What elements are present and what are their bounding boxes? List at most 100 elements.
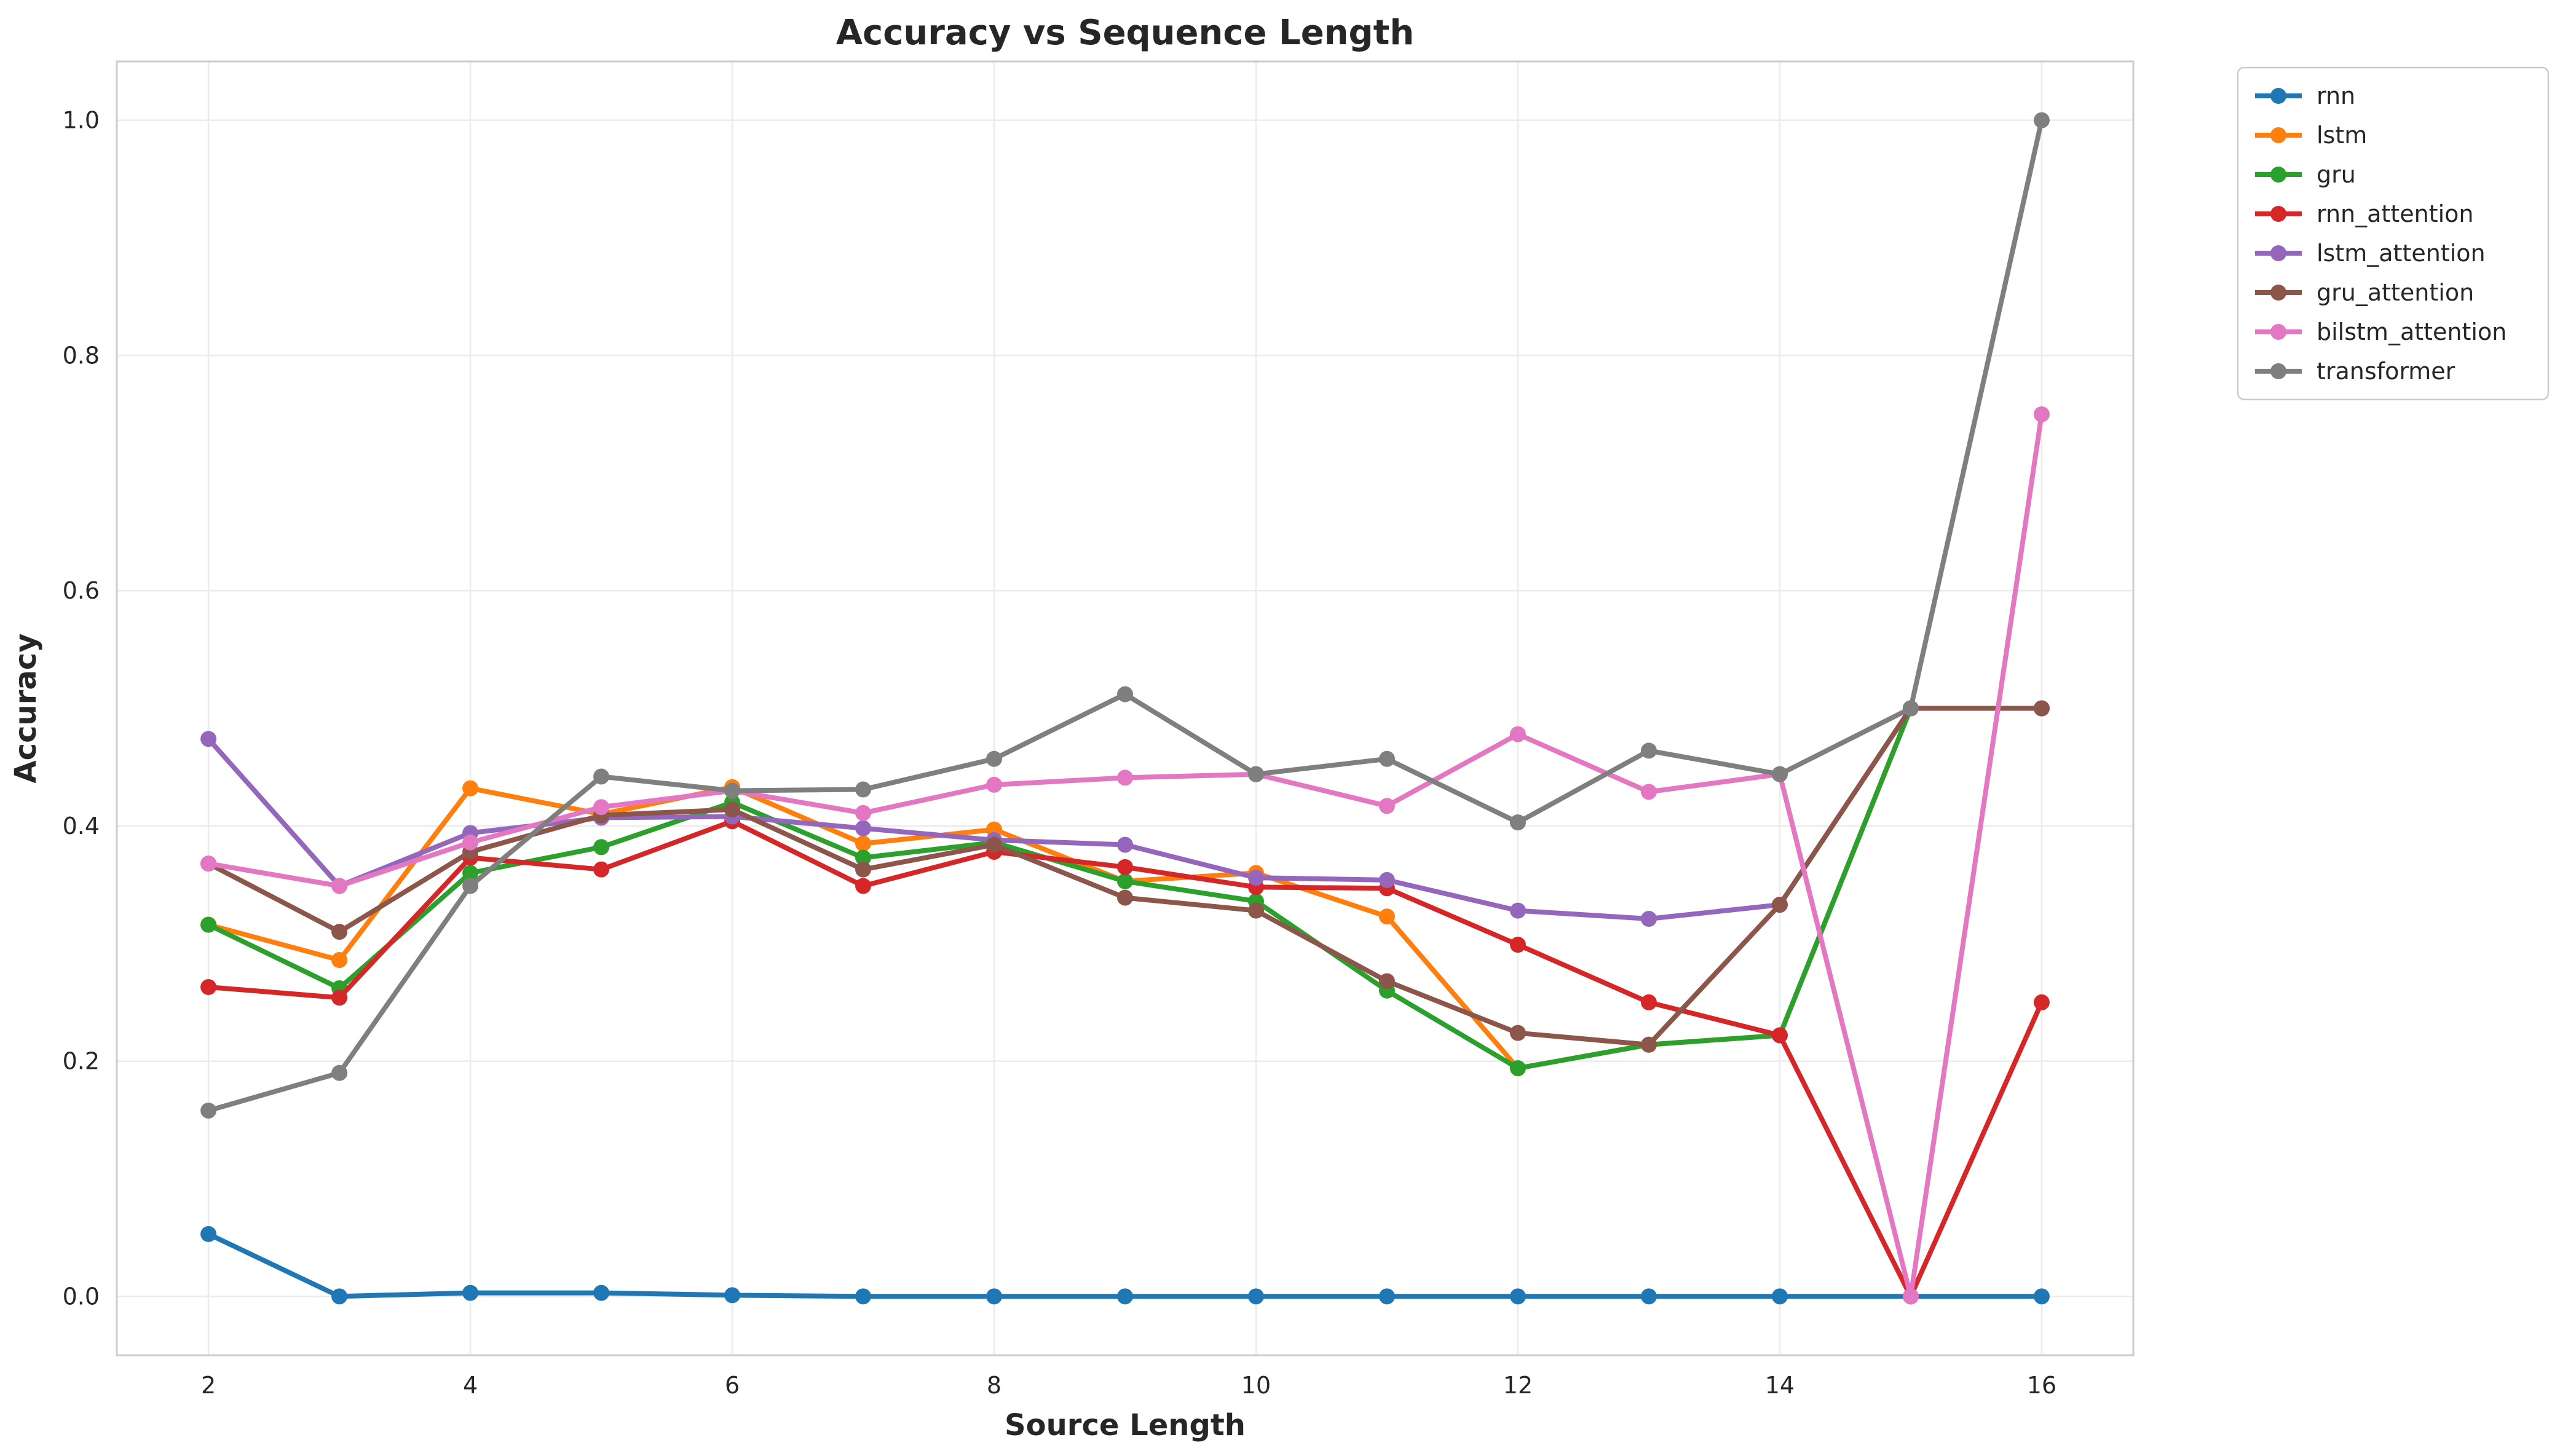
legend-box: [2237, 66, 2550, 401]
data-point-transformer: [1902, 700, 1919, 717]
data-point-rnn: [724, 1287, 741, 1304]
legend-label: gru: [2317, 161, 2356, 188]
x-tick-label: 4: [463, 1372, 478, 1399]
data-point-rnn_attention: [593, 861, 610, 878]
plot-area: [116, 60, 2135, 1356]
data-point-transformer: [855, 781, 872, 798]
x-axis-label: Source Length: [1005, 1408, 1246, 1442]
data-point-rnn: [1117, 1288, 1133, 1305]
data-point-rnn: [462, 1285, 479, 1301]
legend-item-lstm: lstm: [2255, 122, 2367, 149]
data-point-transformer: [986, 750, 1003, 767]
legend-item-bilstm_attention: bilstm_attention: [2255, 318, 2507, 345]
legend-swatch-marker: [2270, 285, 2286, 301]
data-point-transformer: [724, 782, 741, 799]
x-tick-label: 8: [987, 1372, 1001, 1399]
data-point-gru: [1509, 1060, 1526, 1077]
data-point-gru: [593, 839, 610, 856]
x-tick-label: 6: [725, 1372, 740, 1399]
data-point-rnn_attention: [1640, 994, 1657, 1010]
legend-label: gru_attention: [2317, 279, 2474, 306]
series-transformer: [200, 112, 2050, 1119]
legend-item-gru_attention: gru_attention: [2255, 279, 2474, 306]
y-tick-label: 0.4: [63, 813, 100, 840]
data-point-gru_attention: [724, 801, 741, 818]
data-point-rnn: [1771, 1288, 1788, 1305]
legend-item-gru: gru: [2255, 161, 2356, 188]
data-point-rnn: [1378, 1288, 1395, 1305]
data-point-gru: [1117, 873, 1133, 889]
legend-label: transformer: [2317, 358, 2455, 385]
series-lines: [200, 112, 2050, 1305]
legend-label: lstm_attention: [2317, 240, 2486, 267]
axis-ticks: 2 4 6 8 10 12 14 16 0.0 0.2 0.4 0.6 0.8 1.0: [63, 107, 2057, 1399]
data-point-gru_attention: [1247, 902, 1264, 919]
data-point-bilstm_attention: [1117, 769, 1133, 786]
data-point-gru: [200, 916, 217, 933]
legend: rnn lstm gru rnn_attention lstm_attentiongru…: [2237, 66, 2550, 401]
data-point-bilstm_attention: [462, 834, 479, 851]
data-point-rnn_attention: [855, 878, 872, 894]
data-point-transformer: [1378, 750, 1395, 767]
data-point-rnn: [2033, 1288, 2050, 1305]
legend-item-transformer: transformer: [2255, 358, 2455, 385]
data-point-gru_attention: [1509, 1025, 1526, 1041]
data-point-bilstm_attention: [1378, 798, 1395, 814]
legend-label: bilstm_attention: [2317, 318, 2507, 345]
legend-swatch-marker: [2270, 324, 2286, 340]
data-point-rnn_attention: [331, 990, 348, 1006]
y-tick-label: 0.2: [63, 1048, 100, 1075]
data-point-bilstm_attention: [2033, 406, 2050, 423]
data-point-lstm_attention: [1378, 872, 1395, 888]
data-point-gru_attention: [1771, 897, 1788, 913]
y-tick-label: 1.0: [63, 107, 100, 134]
data-point-bilstm_attention: [1902, 1288, 1919, 1305]
data-point-rnn_attention: [1771, 1027, 1788, 1044]
legend-swatch-marker: [2270, 245, 2286, 261]
data-point-transformer: [331, 1064, 348, 1081]
y-axis-label: Accuracy: [9, 633, 43, 783]
data-point-lstm: [331, 952, 348, 969]
data-point-transformer: [1509, 814, 1526, 831]
data-point-transformer: [1247, 766, 1264, 782]
data-point-gru: [855, 849, 872, 866]
data-point-lstm: [855, 835, 872, 852]
data-point-gru_attention: [1378, 973, 1395, 990]
data-point-gru_attention: [855, 861, 872, 878]
data-point-transformer: [1771, 766, 1788, 782]
legend-swatch-marker: [2270, 167, 2286, 183]
data-point-transformer: [462, 878, 479, 894]
x-tick-label: 16: [2027, 1372, 2056, 1399]
data-point-gru_attention: [1117, 889, 1133, 906]
chart-title: Accuracy vs Sequence Length: [836, 13, 1415, 53]
legend-item-rnn_attention: rnn_attention: [2255, 200, 2473, 227]
legend-swatch-marker: [2270, 88, 2286, 104]
data-point-rnn: [593, 1285, 610, 1301]
data-point-rnn: [1247, 1288, 1264, 1305]
data-point-transformer: [1117, 686, 1133, 702]
x-tick-label: 14: [1765, 1372, 1795, 1399]
data-point-bilstm_attention: [200, 856, 217, 872]
data-point-lstm_attention: [1640, 911, 1657, 927]
data-point-transformer: [593, 768, 610, 785]
data-point-bilstm_attention: [1640, 784, 1657, 800]
data-point-transformer: [2033, 112, 2050, 128]
data-point-lstm: [1378, 908, 1395, 925]
data-point-lstm_attention: [1509, 902, 1526, 919]
data-point-rnn: [1509, 1288, 1526, 1305]
data-point-rnn_attention: [2033, 994, 2050, 1010]
data-point-bilstm_attention: [1509, 726, 1526, 742]
data-point-gru_attention: [2033, 700, 2050, 717]
legend-swatch-marker: [2270, 363, 2286, 379]
x-tick-label: 2: [201, 1372, 216, 1399]
legend-item-lstm_attention: lstm_attention: [2255, 240, 2486, 267]
data-point-bilstm_attention: [986, 776, 1003, 793]
data-point-transformer: [200, 1102, 217, 1119]
data-point-rnn: [200, 1226, 217, 1242]
data-point-lstm: [462, 780, 479, 797]
x-tick-label: 12: [1503, 1372, 1533, 1399]
data-point-transformer: [1640, 742, 1657, 759]
